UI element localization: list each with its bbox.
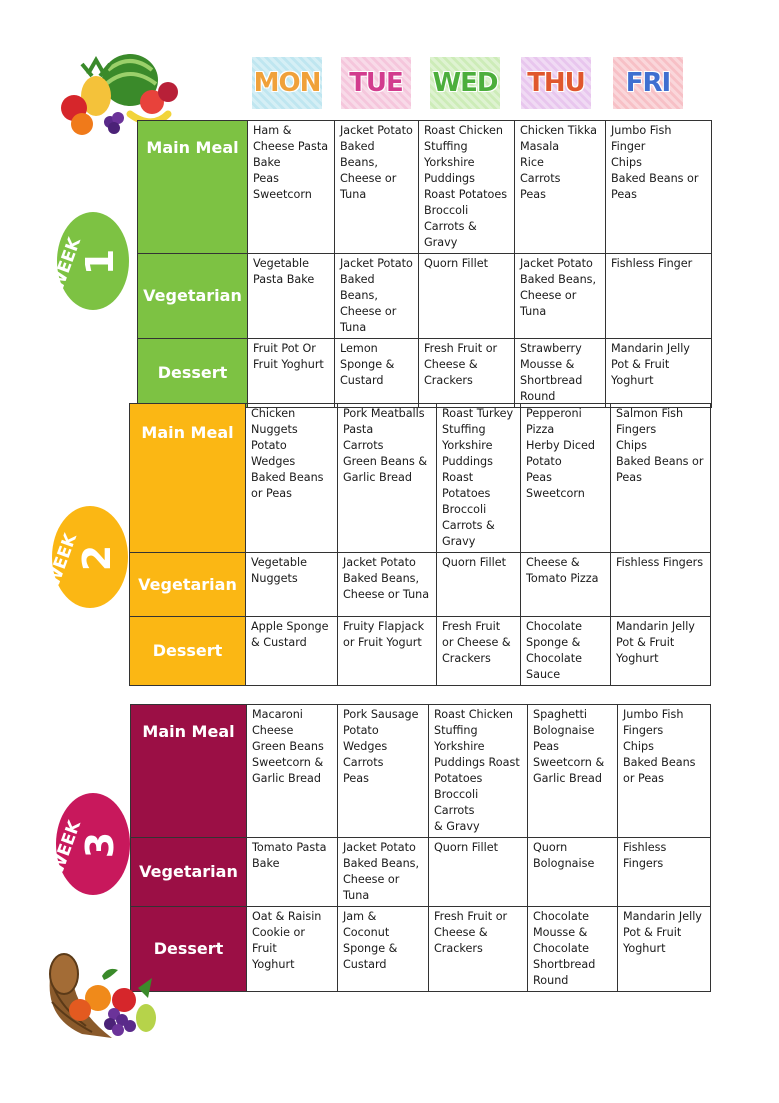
row-label-vegetarian: Vegetarian	[130, 837, 247, 907]
row-label-main-meal: Main Meal	[137, 120, 248, 254]
week-1-badge-number: 1	[78, 249, 122, 275]
menu-cell: Roast Chicken Stuffing Yorkshire Pudding…	[428, 704, 528, 838]
menu-cell: Jacket Potato Baked Beans, Cheese or Tun…	[334, 120, 419, 254]
menu-cell: Tomato Pasta Bake	[246, 837, 338, 907]
menu-cell: Apple Sponge & Custard	[245, 616, 338, 686]
menu-cell: Spaghetti Bolognaise Peas Sweetcorn & Ga…	[527, 704, 618, 838]
menu-cell: Fresh Fruit or Cheese & Crackers	[418, 338, 515, 408]
menu-cell: Jacket Potato Baked Beans, Cheese or Tun…	[337, 552, 437, 617]
day-header-fri: FRI	[613, 57, 683, 109]
week-3-menu-table: Main Meal Macaroni Cheese Green Beans Sw…	[130, 704, 711, 992]
menu-cell: Fruity Flapjack or Fruit Yogurt	[337, 616, 437, 686]
week-3-badge-number: 3	[78, 832, 122, 858]
menu-cell: Mandarin Jelly Pot & Fruit Yoghurt	[605, 338, 712, 408]
menu-cell: Quorn Fillet	[428, 837, 528, 907]
menu-cell: Jumbo Fish Fingers Chips Baked Beans or …	[617, 704, 711, 838]
row-label-dessert: Dessert	[130, 906, 247, 992]
menu-cell: Pepperoni Pizza Herby Diced Potato Peas …	[520, 403, 611, 553]
menu-cell: Strawberry Mousse & Shortbread Round	[514, 338, 606, 408]
menu-cell: Jacket Potato Baked Beans, Cheese or Tun…	[334, 253, 419, 339]
menu-cell: Ham & Cheese Pasta Bake Peas Sweetcorn	[247, 120, 335, 254]
menu-cell: Oat & Raisin Cookie or Fruit Yoghurt	[246, 906, 338, 992]
week-2-row-main-meal: Main Meal Chicken Nuggets Potato Wedges …	[129, 403, 711, 553]
row-label-vegetarian: Vegetarian	[129, 552, 246, 617]
menu-cell: Cheese & Tomato Pizza	[520, 552, 611, 617]
menu-cell: Roast Chicken Stuffing Yorkshire Pudding…	[418, 120, 515, 254]
menu-cell: Mandarin Jelly Pot & Fruit Yoghurt	[617, 906, 711, 992]
row-label-main-meal: Main Meal	[129, 403, 246, 553]
day-header-tue: TUE	[341, 57, 411, 109]
week-3-badge: WEEK 3	[56, 793, 130, 895]
week-3-row-dessert: Dessert Oat & Raisin Cookie or Fruit Yog…	[130, 906, 711, 992]
menu-cell: Fishless Fingers	[610, 552, 711, 617]
menu-cell: Fishless Fingers	[617, 837, 711, 907]
day-header-wed: WED	[430, 57, 500, 109]
week-1-row-vegetarian: Vegetarian Vegetable Pasta Bake Jacket P…	[137, 253, 712, 339]
menu-cell: Jacket Potato Baked Beans, Cheese or Tun…	[514, 253, 606, 339]
menu-cell: Fishless Finger	[605, 253, 712, 339]
menu-cell: Fresh Fruit or Cheese & Crackers	[428, 906, 528, 992]
day-header-mon: MON	[252, 57, 322, 109]
menu-cell: Roast Turkey Stuffing Yorkshire Puddings…	[436, 403, 521, 553]
menu-cell: Chocolate Sponge & Chocolate Sauce	[520, 616, 611, 686]
week-1-row-dessert: Dessert Fruit Pot Or Fruit Yoghurt Lemon…	[137, 338, 712, 408]
menu-cell: Quorn Fillet	[418, 253, 515, 339]
week-1-menu-table: Main Meal Ham & Cheese Pasta Bake Peas S…	[137, 120, 712, 408]
week-3-row-main-meal: Main Meal Macaroni Cheese Green Beans Sw…	[130, 704, 711, 838]
row-label-dessert: Dessert	[129, 616, 246, 686]
menu-cell: Vegetable Pasta Bake	[247, 253, 335, 339]
menu-cell: Quorn Bolognaise	[527, 837, 618, 907]
menu-cell: Fruit Pot Or Fruit Yoghurt	[247, 338, 335, 408]
menu-cell: Jam & Coconut Sponge & Custard	[337, 906, 429, 992]
row-label-dessert: Dessert	[137, 338, 248, 408]
week-1-badge: WEEK 1	[57, 212, 129, 310]
menu-cell: Mandarin Jelly Pot & Fruit Yoghurt	[610, 616, 711, 686]
fruit-basket-illustration	[49, 953, 156, 1038]
menu-cell: Salmon Fish Fingers Chips Baked Beans or…	[610, 403, 711, 553]
menu-cell: Chicken Nuggets Potato Wedges Baked Bean…	[245, 403, 338, 553]
week-2-row-dessert: Dessert Apple Sponge & Custard Fruity Fl…	[129, 616, 711, 686]
row-label-main-meal: Main Meal	[130, 704, 247, 838]
menu-cell: Vegetable Nuggets	[245, 552, 338, 617]
menu-cell: Chocolate Mousse & Chocolate Shortbread …	[527, 906, 618, 992]
menu-cell: Pork Sausage Potato Wedges Carrots Peas	[337, 704, 429, 838]
menu-cell: Jacket Potato Baked Beans, Cheese or Tun…	[337, 837, 429, 907]
week-2-menu-table: Main Meal Chicken Nuggets Potato Wedges …	[129, 403, 711, 686]
week-1-row-main-meal: Main Meal Ham & Cheese Pasta Bake Peas S…	[137, 120, 712, 254]
menu-cell: Quorn Fillet	[436, 552, 521, 617]
week-2-badge: WEEK 2	[52, 506, 128, 608]
menu-cell: Jumbo Fish Finger Chips Baked Beans or P…	[605, 120, 712, 254]
week-2-row-vegetarian: Vegetarian Vegetable Nuggets Jacket Pota…	[129, 552, 711, 617]
fruit-pile-illustration	[61, 54, 178, 135]
menu-cell: Fresh Fruit or Cheese & Crackers	[436, 616, 521, 686]
week-2-badge-number: 2	[75, 545, 119, 571]
row-label-vegetarian: Vegetarian	[137, 253, 248, 339]
week-3-row-vegetarian: Vegetarian Tomato Pasta Bake Jacket Pota…	[130, 837, 711, 907]
menu-cell: Pork Meatballs Pasta Carrots Green Beans…	[337, 403, 437, 553]
menu-cell: Chicken Tikka Masala Rice Carrots Peas	[514, 120, 606, 254]
day-header-thu: THU	[521, 57, 591, 109]
menu-cell: Macaroni Cheese Green Beans Sweetcorn & …	[246, 704, 338, 838]
menu-cell: Lemon Sponge & Custard	[334, 338, 419, 408]
